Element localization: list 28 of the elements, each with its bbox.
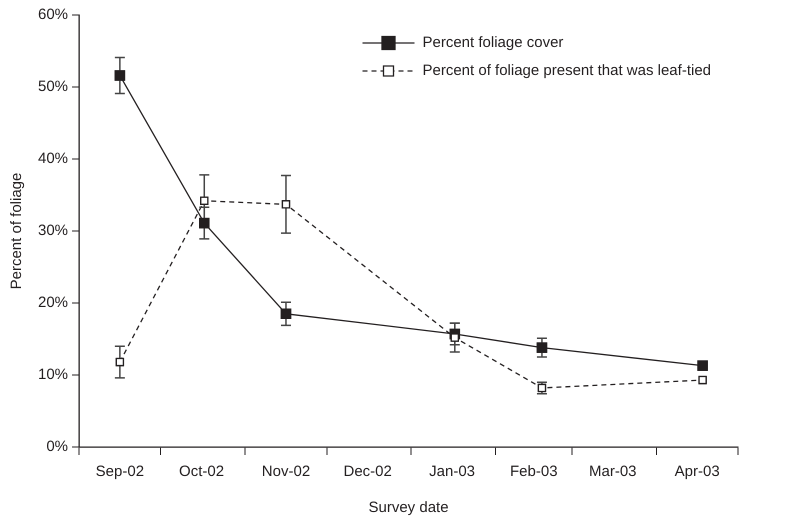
y-tick-label: 0% (46, 438, 68, 456)
legend-label: Percent foliage cover (422, 34, 564, 52)
x-tick-label: Feb-03 (510, 463, 558, 480)
point (697, 360, 708, 371)
point (536, 342, 548, 353)
y-tick-label: 30% (38, 222, 68, 240)
x-tick-label: Oct-02 (179, 463, 224, 480)
legend-label: Percent of foliage present that was leaf-tied (422, 62, 712, 80)
point (200, 196, 208, 205)
y-tick-label: 20% (38, 294, 68, 312)
x-tick-label: Sep-02 (96, 463, 144, 480)
x-tick-label: Apr-03 (674, 463, 720, 480)
y-axis-title: Percent of foliage (8, 172, 26, 290)
x-tick-label: Nov-02 (262, 463, 310, 480)
x-tick-label: Mar-03 (588, 463, 636, 480)
x-tick-label: Jan-03 (429, 463, 476, 480)
y-tick-label: 50% (38, 78, 68, 96)
point (116, 358, 124, 366)
point (114, 70, 126, 81)
y-tick-label: 40% (38, 150, 68, 168)
point (199, 218, 210, 228)
x-axis-title: Survey date (368, 499, 449, 516)
point (698, 376, 707, 384)
x-tick-label: Dec-02 (343, 463, 392, 480)
y-tick-label: 10% (38, 366, 68, 384)
y-tick-label: 60% (38, 6, 68, 24)
point (282, 200, 290, 209)
point (280, 308, 292, 320)
